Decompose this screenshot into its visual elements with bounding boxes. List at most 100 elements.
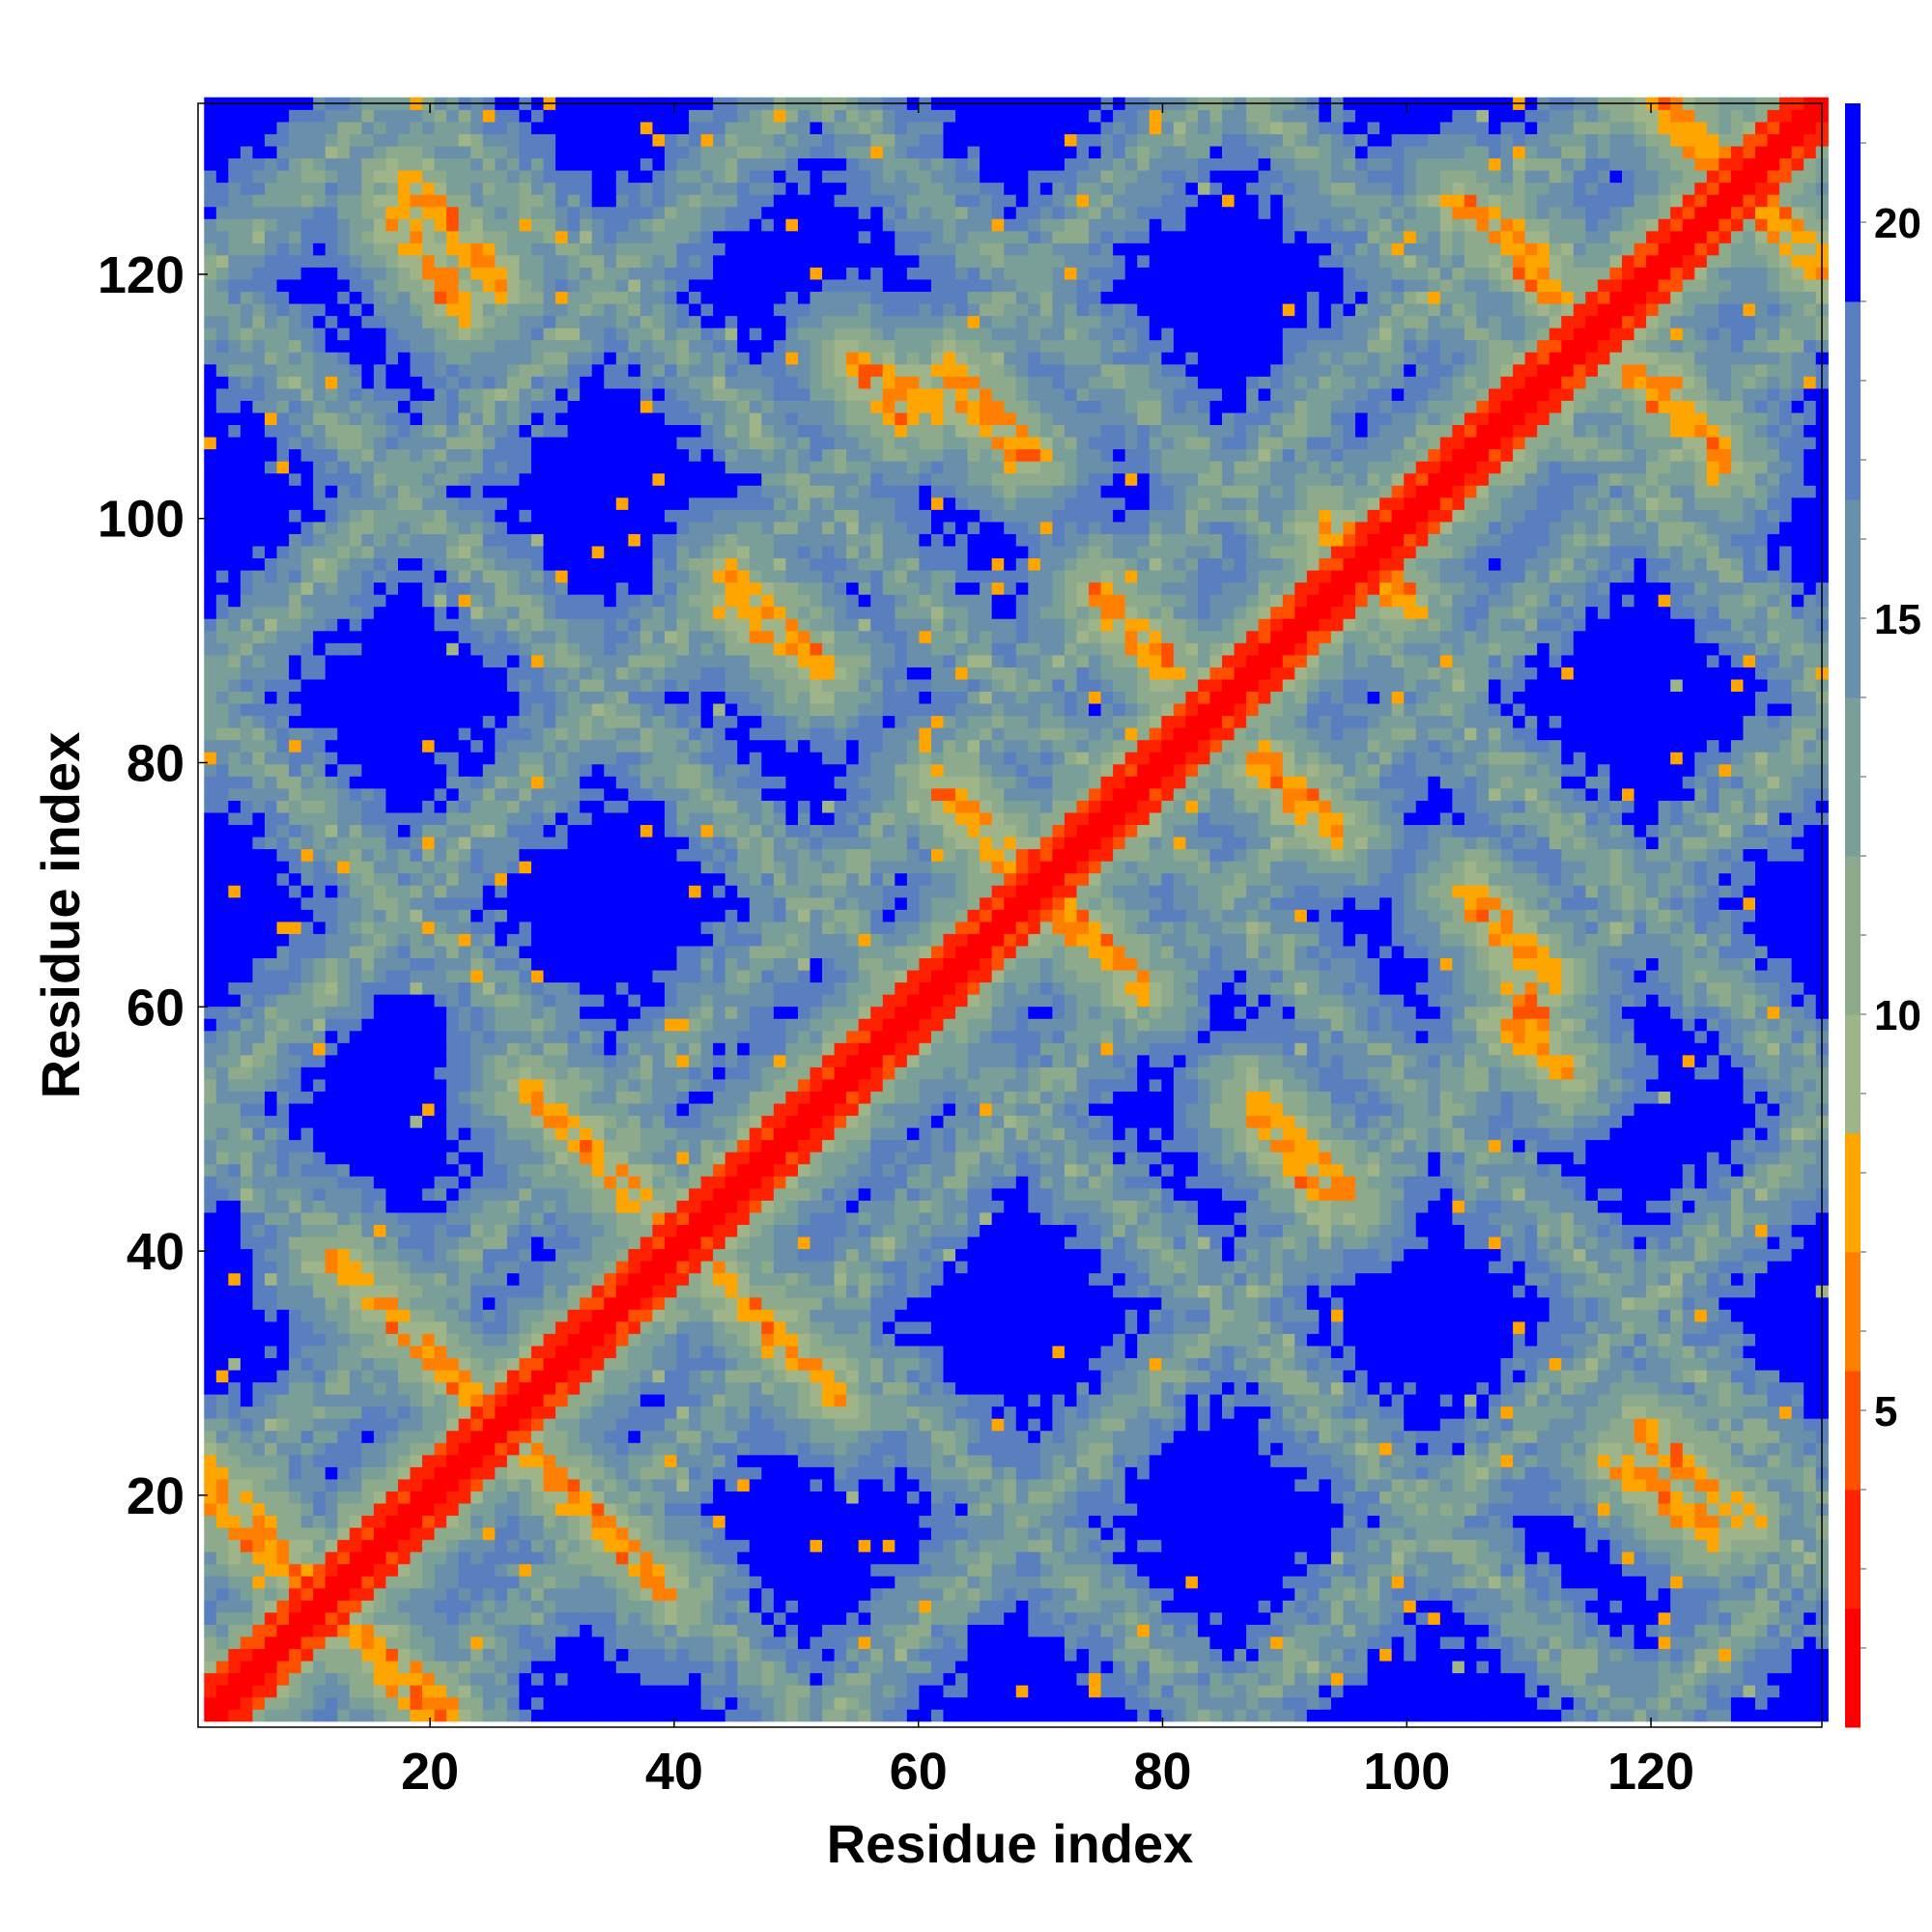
- heatmap-cell: [580, 1091, 593, 1104]
- heatmap-cell: [349, 763, 362, 777]
- heatmap-cell: [639, 315, 654, 328]
- heatmap-cell: [628, 1248, 641, 1262]
- heatmap-cell: [495, 1030, 508, 1043]
- heatmap-cell: [410, 787, 423, 801]
- heatmap-cell: [215, 194, 229, 208]
- heatmap-cell: [446, 1672, 460, 1686]
- heatmap-cell: [555, 1587, 569, 1601]
- heatmap-cell: [313, 1321, 327, 1334]
- heatmap-cell: [361, 1042, 375, 1056]
- heatmap-cell: [434, 1369, 447, 1383]
- heatmap-cell: [325, 1527, 338, 1541]
- heatmap-cell: [446, 1381, 460, 1395]
- heatmap-cell: [240, 1672, 254, 1686]
- heatmap-cell: [639, 1200, 654, 1213]
- heatmap-cell: [337, 776, 351, 789]
- heatmap-cell: [434, 1091, 447, 1104]
- heatmap-cell: [337, 1357, 351, 1371]
- heatmap-cell: [276, 497, 290, 510]
- heatmap-cell: [482, 339, 496, 353]
- heatmap-cell: [215, 109, 229, 123]
- heatmap-cell: [361, 1406, 375, 1419]
- heatmap-cell: [543, 206, 556, 219]
- heatmap-cell: [482, 1296, 496, 1310]
- heatmap-cell: [276, 363, 290, 377]
- heatmap-cell: [639, 545, 654, 559]
- heatmap-cell: [300, 533, 314, 547]
- heatmap-cell: [422, 630, 436, 643]
- heatmap-cell: [300, 945, 314, 958]
- heatmap-cell: [604, 497, 617, 510]
- heatmap-cell: [240, 582, 254, 595]
- heatmap-cell: [470, 594, 484, 608]
- heatmap-cell: [555, 352, 569, 365]
- heatmap-cell: [265, 1430, 278, 1443]
- heatmap-cell: [519, 848, 532, 862]
- heatmap-cell: [591, 278, 605, 293]
- heatmap-cell: [300, 1563, 314, 1577]
- heatmap-cell: [228, 1309, 242, 1322]
- heatmap-cell: [458, 363, 471, 377]
- heatmap-cell: [252, 387, 266, 401]
- heatmap-cell: [373, 1006, 387, 1019]
- heatmap-cell: [555, 618, 569, 632]
- heatmap-cell: [313, 387, 327, 401]
- heatmap-cell: [349, 485, 362, 498]
- heatmap-cell: [397, 1236, 412, 1250]
- heatmap-cell: [506, 1357, 521, 1371]
- heatmap-cell: [349, 1102, 362, 1117]
- heatmap-cell: [276, 896, 290, 910]
- heatmap-cell: [289, 448, 302, 462]
- heatmap-cell: [530, 872, 545, 886]
- heatmap-cell: [373, 1587, 387, 1601]
- heatmap-cell: [639, 1042, 654, 1056]
- heatmap-cell: [482, 861, 496, 874]
- heatmap-cell: [580, 848, 593, 862]
- heatmap-cell: [580, 885, 593, 898]
- heatmap-cell: [639, 752, 654, 765]
- heatmap-cell: [337, 145, 351, 159]
- heatmap-cell: [495, 1539, 508, 1552]
- heatmap-cell: [604, 1394, 617, 1407]
- heatmap-cell: [580, 1587, 593, 1601]
- heatmap-cell: [628, 352, 641, 365]
- heatmap-cell: [240, 667, 254, 680]
- heatmap-cell: [337, 1672, 351, 1686]
- heatmap-cell: [204, 1272, 217, 1286]
- heatmap-cell: [300, 739, 314, 753]
- heatmap-cell: [434, 461, 447, 474]
- heatmap-cell: [300, 1381, 314, 1395]
- heatmap-cell: [567, 1261, 581, 1274]
- heatmap-cell: [591, 1551, 605, 1565]
- heatmap-cell: [397, 521, 412, 534]
- heatmap-cell: [555, 230, 569, 243]
- heatmap-cell: [639, 461, 654, 474]
- heatmap-cell: [555, 1078, 569, 1092]
- heatmap-cell: [313, 618, 327, 632]
- heatmap-cell: [276, 1600, 290, 1613]
- heatmap-cell: [373, 787, 387, 801]
- heatmap-cell: [495, 485, 508, 498]
- heatmap-cell: [373, 654, 387, 668]
- heatmap-cell: [240, 594, 254, 608]
- heatmap-cell: [397, 1091, 412, 1104]
- heatmap-cell: [434, 1248, 447, 1262]
- heatmap-cell: [615, 1515, 629, 1528]
- heatmap-cell: [628, 230, 641, 243]
- heatmap-cell: [410, 1648, 423, 1662]
- heatmap-cell: [252, 352, 266, 365]
- heatmap-cell: [628, 509, 641, 523]
- heatmap-cell: [204, 461, 217, 474]
- heatmap-cell: [506, 582, 521, 595]
- heatmap-cell: [567, 472, 581, 486]
- heatmap-cell: [519, 763, 532, 777]
- heatmap-cell: [446, 1357, 460, 1371]
- heatmap-cell: [240, 642, 254, 656]
- heatmap-cell: [591, 1296, 605, 1310]
- heatmap-cell: [506, 327, 521, 341]
- heatmap-cell: [495, 1224, 508, 1237]
- heatmap-cell: [567, 1127, 581, 1141]
- heatmap-cell: [543, 1296, 556, 1310]
- heatmap-cell: [495, 1091, 508, 1104]
- heatmap-cell: [325, 1491, 338, 1504]
